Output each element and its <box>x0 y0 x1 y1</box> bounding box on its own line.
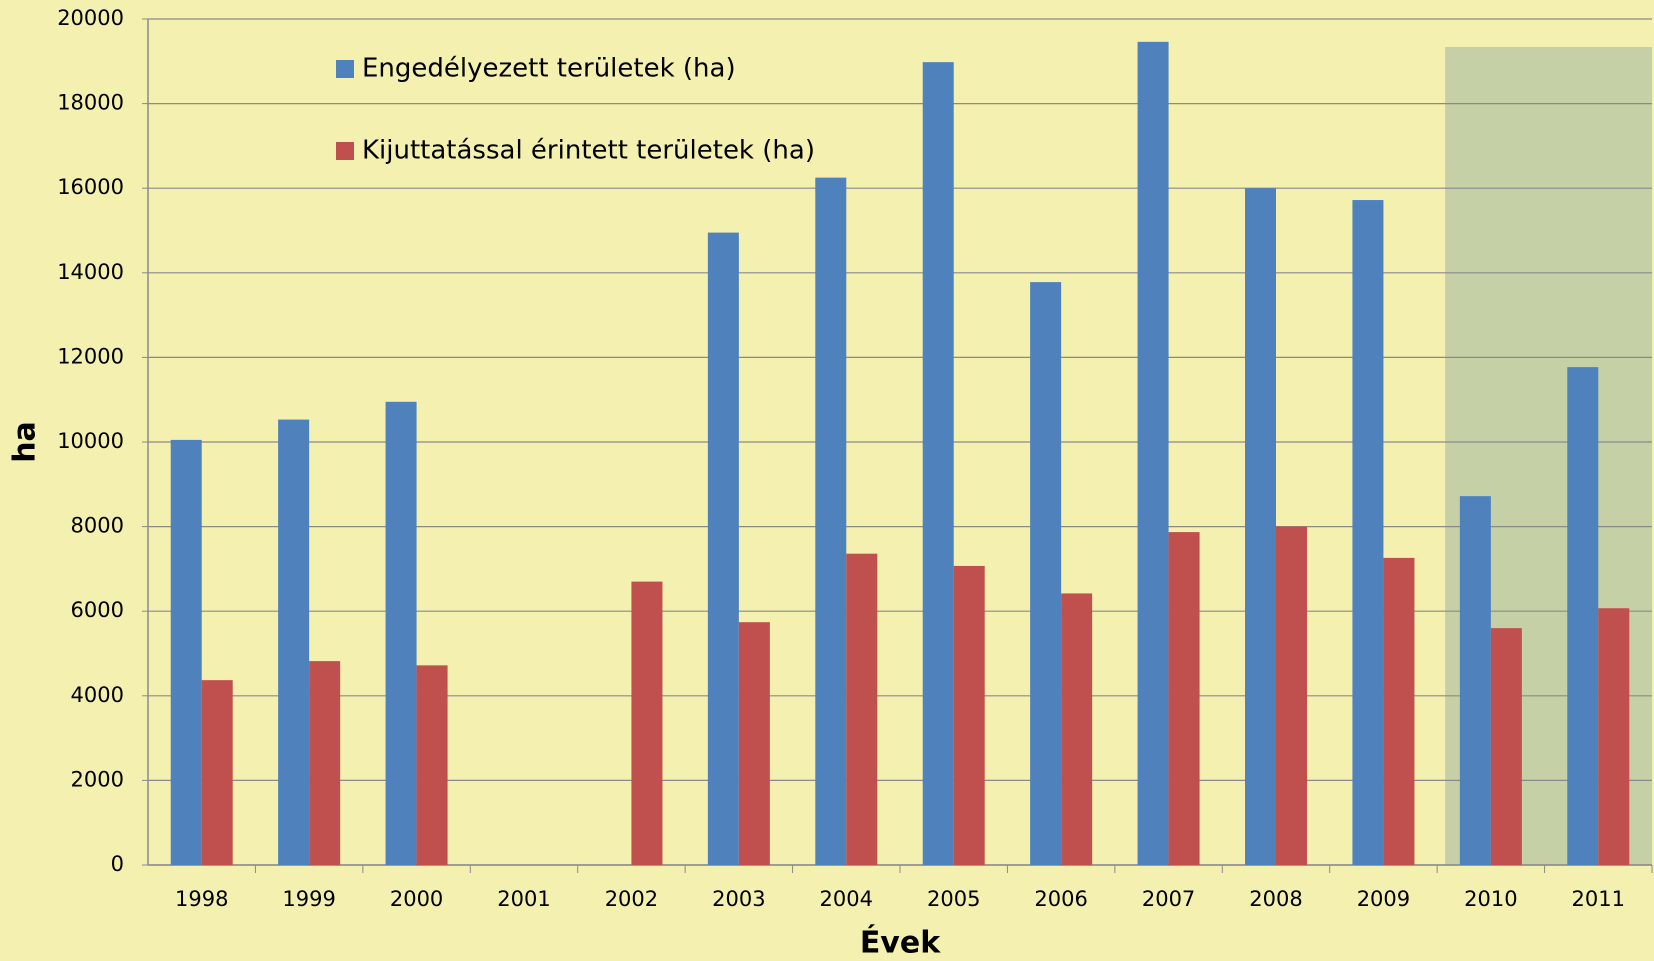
legend-swatch <box>336 142 354 160</box>
y-tick-label: 14000 <box>57 260 124 284</box>
y-axis-label: ha <box>8 421 43 463</box>
y-tick-label: 20000 <box>57 6 124 30</box>
bar <box>1383 558 1414 865</box>
y-tick-label: 6000 <box>71 598 124 622</box>
x-tick-label: 2011 <box>1572 887 1625 911</box>
y-tick-label: 2000 <box>71 767 124 791</box>
legend-label: Kijuttatással érintett területek (ha) <box>362 136 815 166</box>
bar <box>171 440 202 865</box>
x-tick-label: 2010 <box>1464 887 1517 911</box>
x-tick-label: 2000 <box>390 887 443 911</box>
bar <box>1491 628 1522 865</box>
legend-label: Engedélyezett területek (ha) <box>362 54 736 84</box>
x-tick-label: 2009 <box>1357 887 1410 911</box>
bar <box>1276 527 1307 865</box>
y-tick-label: 16000 <box>57 175 124 199</box>
bar <box>417 665 448 865</box>
bar <box>278 420 309 865</box>
bar <box>1567 367 1598 865</box>
x-tick-label: 2005 <box>927 887 980 911</box>
x-tick-label: 1999 <box>282 887 335 911</box>
bar <box>1138 42 1169 865</box>
legend-swatch <box>336 60 354 78</box>
bar <box>954 566 985 865</box>
bar <box>631 582 662 865</box>
x-axis-label: Évek <box>860 925 941 961</box>
y-tick-label: 18000 <box>57 91 124 115</box>
bar <box>309 661 340 865</box>
bar <box>202 680 233 865</box>
y-tick-label: 0 <box>111 852 124 876</box>
y-tick-label: 4000 <box>71 683 124 707</box>
x-tick-label: 2001 <box>497 887 550 911</box>
bar <box>1169 532 1200 865</box>
bar <box>923 62 954 865</box>
bar <box>846 554 877 865</box>
x-tick-label: 2003 <box>712 887 765 911</box>
x-tick-label: 2002 <box>605 887 658 911</box>
x-tick-label: 2006 <box>1034 887 1087 911</box>
y-tick-label: 10000 <box>57 429 124 453</box>
bar <box>1061 593 1092 865</box>
bar <box>1352 200 1383 865</box>
y-tick-label: 12000 <box>57 344 124 368</box>
bar <box>1598 608 1629 865</box>
bar <box>739 622 770 865</box>
bar <box>708 233 739 865</box>
bar <box>1245 188 1276 865</box>
bar <box>815 178 846 865</box>
x-tick-label: 2008 <box>1249 887 1302 911</box>
bar <box>1030 282 1061 865</box>
x-tick-label: 2007 <box>1142 887 1195 911</box>
y-tick-label: 8000 <box>71 514 124 538</box>
bar <box>1460 496 1491 865</box>
bar <box>386 402 417 865</box>
x-tick-label: 1998 <box>175 887 228 911</box>
x-tick-label: 2004 <box>820 887 873 911</box>
chart: Évek ha 0 2000 4000 6000 8000 10000 12000 14000… <box>0 0 1654 961</box>
